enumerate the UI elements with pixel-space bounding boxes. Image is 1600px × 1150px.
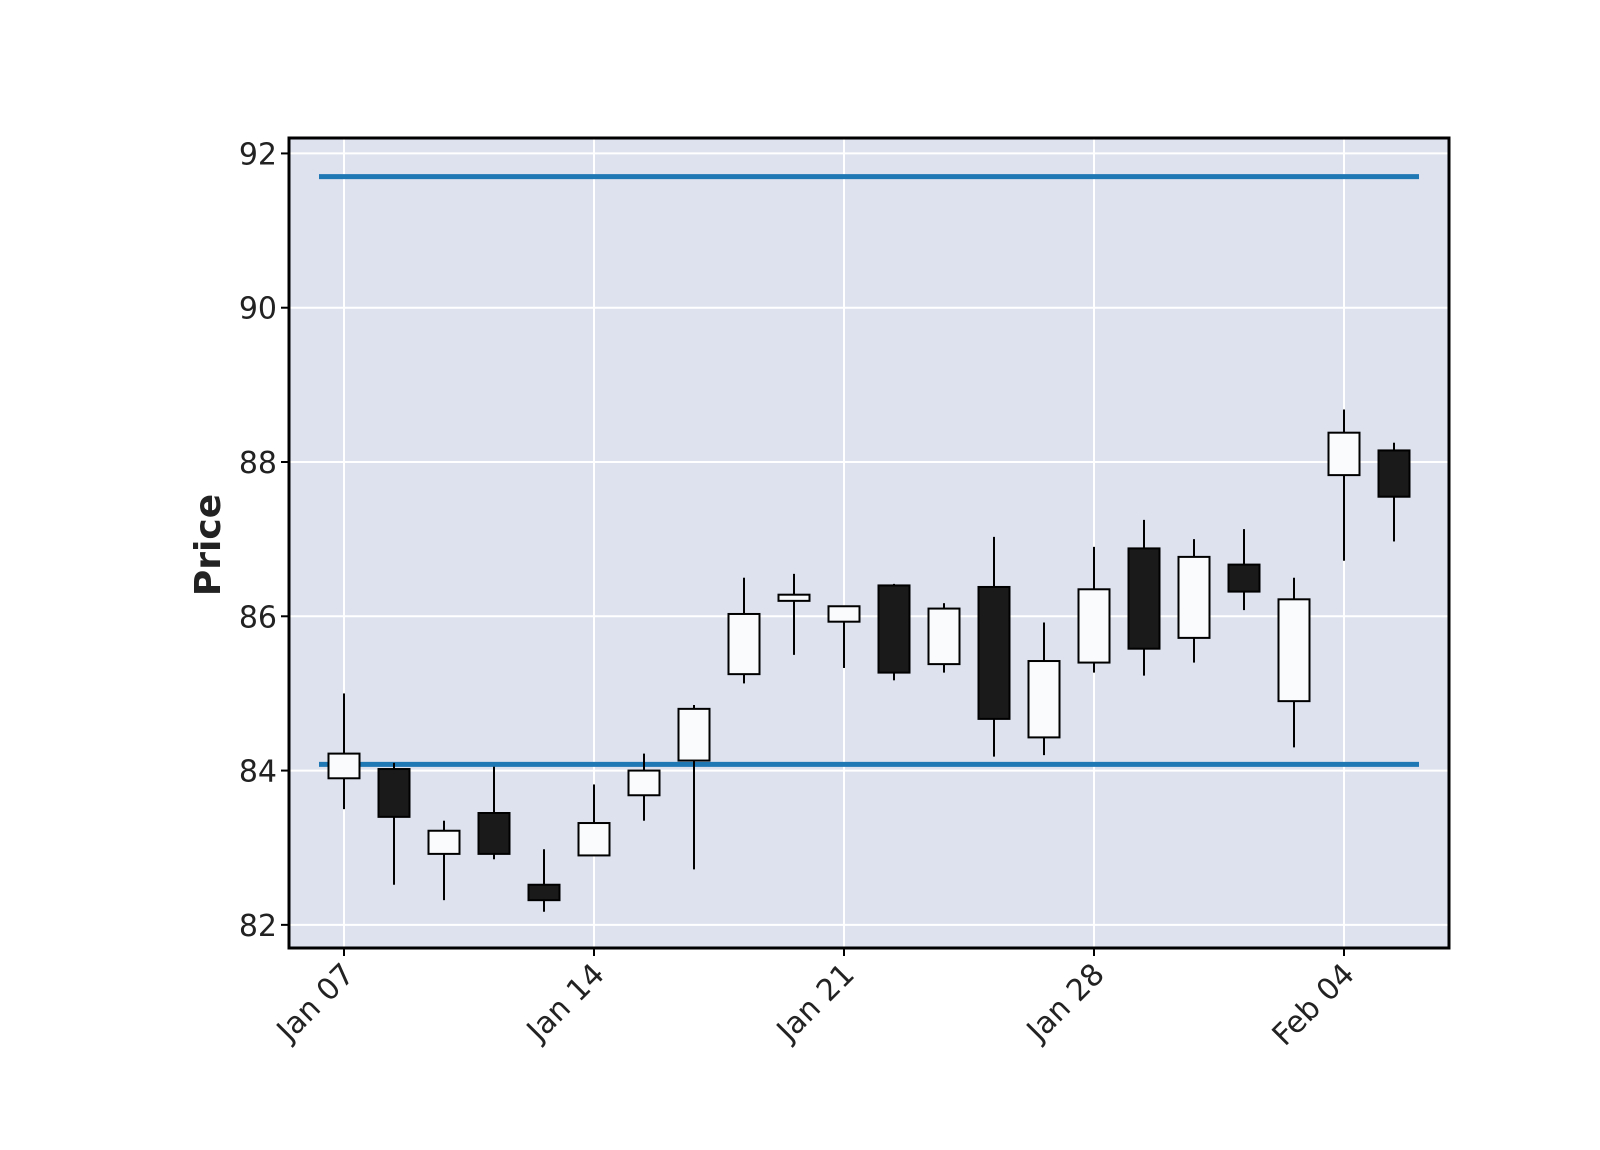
candle (1127, 519, 1161, 676)
candle-body (1377, 449, 1411, 498)
y-tick-label: 84 (239, 755, 277, 790)
candle (777, 573, 811, 655)
y-tick-label: 92 (239, 137, 277, 172)
candle-body (427, 829, 461, 855)
candle (527, 849, 561, 912)
candle-body (1227, 563, 1261, 593)
candle-body (577, 822, 611, 857)
x-tick-label: Jan 14 (519, 957, 612, 1050)
candle-body (777, 593, 811, 602)
candle-body (377, 768, 411, 818)
candle (677, 705, 711, 870)
horizontal-lines (319, 174, 1419, 767)
candle (627, 753, 661, 821)
candle-body (527, 883, 561, 902)
candle-body (677, 707, 711, 762)
x-tick-label: Feb 04 (1266, 957, 1362, 1053)
y-axis-title: Price (188, 494, 229, 596)
candle-body (1327, 431, 1361, 477)
candle-body (1027, 660, 1061, 739)
y-tick-label: 88 (239, 446, 277, 481)
candle (827, 605, 861, 668)
y-axis: 82 84 86 88 90 92 (239, 137, 289, 944)
x-tick-label: Jan 21 (769, 957, 862, 1050)
candle-body (1177, 555, 1211, 639)
candle (1277, 577, 1311, 748)
candle-body (727, 612, 761, 676)
candle-body (1277, 598, 1311, 703)
candle (927, 603, 961, 673)
candle (1177, 539, 1211, 663)
candle-body (1127, 547, 1161, 650)
y-tick-label: 82 (239, 909, 277, 944)
candles (327, 409, 1411, 912)
y-tick-label: 90 (239, 292, 277, 327)
candle-body (327, 752, 361, 780)
candle (577, 784, 611, 857)
candle-body (1077, 588, 1111, 664)
candle (1227, 529, 1261, 611)
y-tick-label: 86 (239, 600, 277, 635)
plot-frame (287, 136, 1451, 950)
x-tick-label: Jan 28 (1019, 957, 1112, 1050)
candle (327, 693, 361, 810)
candle (477, 766, 511, 860)
candle-body (627, 769, 661, 797)
candle (427, 820, 461, 901)
candle (1027, 622, 1061, 756)
grid (289, 138, 1449, 948)
candle (877, 583, 911, 681)
candle (727, 577, 761, 684)
candle-body (477, 812, 511, 855)
candle (977, 536, 1011, 757)
plot-area (289, 138, 1449, 948)
candle-body (827, 605, 861, 623)
candle-body (877, 584, 911, 674)
x-axis: Jan 07 Jan 14 Jan 21 Jan 28 Feb 04 (269, 948, 1362, 1053)
candle (1077, 546, 1111, 673)
candle (1377, 442, 1411, 542)
candle (377, 762, 411, 885)
candle-body (927, 607, 961, 666)
candle-body (977, 585, 1011, 720)
candle (1327, 409, 1361, 561)
x-tick-label: Jan 07 (269, 957, 362, 1050)
